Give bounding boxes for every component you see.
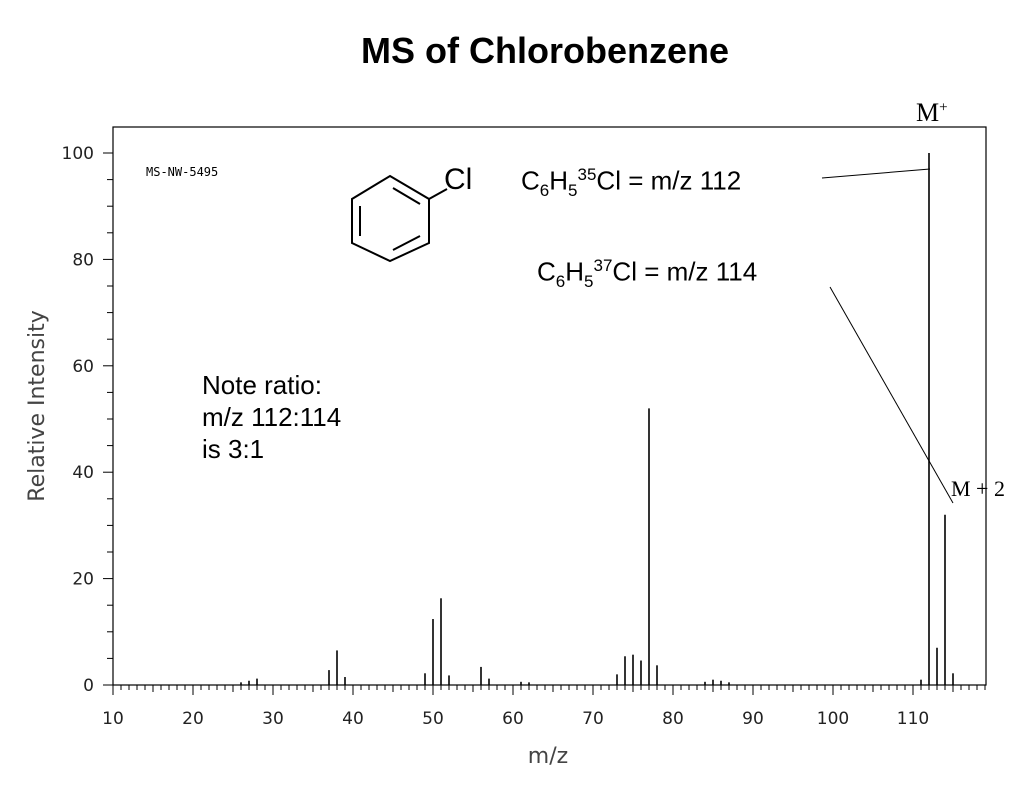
chart-title: MS of Chlorobenzene	[361, 30, 729, 71]
x-tick-label: 100	[817, 709, 849, 729]
m-plus-2-label: M + 2	[951, 476, 1005, 501]
y-tick-label: 80	[72, 250, 94, 270]
c-cl-bond	[428, 188, 448, 200]
ion-37-hydrogen-count: 5	[584, 271, 594, 291]
y-tick-label: 60	[72, 357, 94, 377]
leader-line-114	[829, 286, 954, 504]
leader-line-112	[821, 168, 931, 179]
x-tick-label: 80	[662, 709, 684, 729]
ion-35-hydrogen-count: 5	[568, 180, 578, 200]
tick-group: 10 20 30 40 50 60 70 80 90 100 110 0 20 40 60 80 100	[62, 144, 986, 729]
ratio-note-line-2: m/z 112:114	[202, 402, 342, 432]
ion-37-carbon-count: 6	[555, 271, 566, 291]
x-tick-label: 90	[742, 709, 764, 729]
x-tick-label: 50	[422, 709, 444, 729]
x-axis-label: m/z	[528, 744, 568, 769]
library-id: MS-NW-5495	[146, 165, 218, 179]
molecular-ion-label: M+	[916, 98, 948, 128]
ratio-note-line-1: Note ratio:	[202, 370, 322, 400]
ion-35-label: C6H535Cl = m/z 112	[521, 165, 741, 201]
y-tick-label: 20	[72, 570, 94, 590]
plot-frame	[112, 126, 987, 686]
benzene-ring-structure	[351, 174, 448, 263]
bar-group	[240, 153, 954, 685]
x-tick-label: 10	[102, 709, 124, 729]
x-tick-label: 20	[182, 709, 204, 729]
benzene-ring	[351, 174, 430, 263]
ion-37-hydrogen: H	[565, 256, 585, 287]
y-tick-label: 0	[83, 676, 94, 696]
ring-double-bond-2	[392, 235, 421, 251]
ion-35-carbon-count: 6	[539, 180, 550, 200]
ion-35-hydrogen: H	[549, 165, 569, 196]
ion-35-mz: Cl = m/z 112	[596, 165, 742, 196]
x-tick-label: 70	[582, 709, 604, 729]
ratio-note-line-3: is 3:1	[202, 434, 265, 464]
x-tick-label: 110	[897, 709, 929, 729]
ion-35-isotope: 35	[577, 165, 597, 184]
chlorine-label: Cl	[444, 163, 473, 196]
ratio-note: Note ratio: m/z 112:114 is 3:1	[202, 369, 341, 465]
y-axis-label: Relative Intensity	[25, 310, 50, 501]
ion-37-isotope: 37	[593, 256, 613, 275]
x-tick-label: 40	[342, 709, 364, 729]
ion-37-label: C6H537Cl = m/z 114	[537, 256, 757, 292]
molecular-ion-charge: +	[939, 99, 948, 116]
y-tick-label: 40	[72, 463, 94, 483]
y-tick-label: 100	[62, 144, 94, 164]
x-tick-label: 60	[502, 709, 524, 729]
x-tick-label: 30	[262, 709, 284, 729]
ion-35-carbon: C	[521, 165, 540, 196]
molecular-ion-m: M	[916, 98, 940, 127]
ion-37-mz: Cl = m/z 114	[612, 256, 758, 287]
ring-double-bond-1	[392, 187, 421, 205]
ion-37-carbon: C	[537, 256, 556, 287]
